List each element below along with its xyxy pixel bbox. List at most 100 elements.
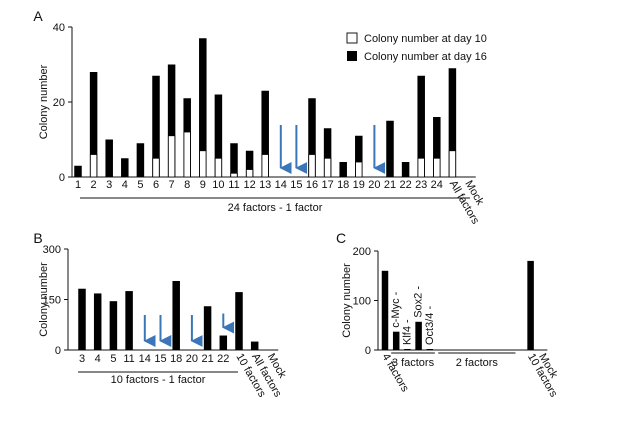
bar-day10 bbox=[355, 161, 363, 178]
category-label: Sox2 - bbox=[413, 286, 425, 318]
bar-day16 bbox=[355, 135, 363, 177]
y-tick-label: 0 bbox=[365, 345, 371, 357]
category-label: 13 bbox=[259, 179, 271, 191]
bar-day16 bbox=[448, 68, 457, 177]
panel-b: B 0 150 300 Colony number 3 4 5 11 14 15 18 20 21 22 10… bbox=[33, 230, 288, 400]
y-axis-title: Colony number bbox=[341, 263, 353, 338]
group-label: 2 factors bbox=[456, 357, 499, 369]
bar-day16 bbox=[417, 75, 425, 177]
bar-day16 bbox=[230, 143, 238, 177]
category-label: 11 bbox=[228, 179, 239, 191]
bar-day10 bbox=[448, 150, 457, 178]
category-label: 17 bbox=[321, 179, 333, 191]
legend-swatch-day10 bbox=[346, 32, 358, 44]
category-label: 3 bbox=[79, 353, 85, 365]
legend-label-day16: Colony number at day 16 bbox=[364, 51, 487, 63]
bar-day10 bbox=[245, 169, 254, 178]
category-label: 8 bbox=[184, 179, 190, 191]
y-tick-label: 150 bbox=[43, 295, 61, 307]
category-label: 9 bbox=[200, 179, 206, 191]
bar bbox=[527, 260, 534, 350]
bar-day10 bbox=[214, 157, 223, 178]
y-axis-title: Colony number bbox=[38, 262, 50, 337]
group-label: 24 factors - 1 factor bbox=[228, 202, 323, 214]
category-label: 21 bbox=[201, 353, 213, 365]
bar-day16 bbox=[214, 94, 223, 177]
bar bbox=[404, 349, 411, 350]
bar-day16 bbox=[121, 158, 129, 177]
bar bbox=[172, 280, 180, 350]
category-label: 16 bbox=[306, 179, 318, 191]
bar-day16 bbox=[199, 38, 207, 177]
bar-day16 bbox=[89, 72, 98, 177]
bar-day10 bbox=[433, 157, 441, 178]
category-label: Klf4 - bbox=[401, 319, 413, 345]
category-label: 4 bbox=[122, 179, 128, 191]
bar-day16 bbox=[339, 162, 347, 177]
y-tick-label: 20 bbox=[53, 97, 65, 109]
bar bbox=[109, 301, 118, 350]
y-tick-label: 300 bbox=[43, 244, 61, 256]
bar-day10 bbox=[183, 131, 191, 178]
category-label: Oct3/4 - bbox=[424, 306, 436, 345]
category-label: 20 bbox=[368, 179, 380, 191]
bar bbox=[235, 292, 243, 350]
bar-day16 bbox=[167, 64, 176, 177]
bar-day16 bbox=[323, 128, 332, 177]
bar bbox=[392, 331, 400, 350]
category-label: c-Myc - bbox=[390, 291, 402, 327]
bar bbox=[381, 270, 389, 350]
bar-day16 bbox=[245, 150, 254, 177]
category-label: 10 bbox=[212, 179, 224, 191]
category-label: 21 bbox=[384, 179, 396, 191]
category-label: 14 bbox=[275, 179, 287, 191]
category-label: 5 bbox=[137, 179, 143, 191]
bar bbox=[426, 349, 434, 350]
category-label: 18 bbox=[337, 179, 349, 191]
legend-label-day10: Colony number at day 10 bbox=[364, 33, 487, 45]
y-tick-label: 200 bbox=[353, 246, 371, 258]
category-label: 22 bbox=[217, 353, 229, 365]
bar-day16 bbox=[433, 117, 441, 177]
category-label: 24 bbox=[431, 179, 443, 191]
y-axis-title: Colony number bbox=[38, 64, 50, 139]
y-tick-label: 40 bbox=[53, 22, 65, 34]
category-label: 14 bbox=[139, 353, 151, 365]
bar-day16 bbox=[386, 120, 394, 177]
bar-day10 bbox=[89, 154, 98, 178]
category-label: 20 bbox=[186, 353, 198, 365]
category-label: 3 bbox=[106, 179, 112, 191]
category-label: 11 bbox=[123, 353, 134, 365]
category-label: 19 bbox=[353, 179, 365, 191]
y-tick-label: 0 bbox=[59, 172, 65, 184]
bar-day16 bbox=[152, 75, 160, 177]
category-label: 15 bbox=[290, 179, 302, 191]
category-label: 2 bbox=[91, 179, 97, 191]
bar-day10 bbox=[417, 157, 425, 178]
bar-day10 bbox=[323, 157, 332, 178]
bar bbox=[78, 288, 86, 350]
bar-day10 bbox=[152, 157, 160, 178]
bar bbox=[93, 293, 102, 350]
group-label: 10 factors - 1 factor bbox=[111, 374, 206, 386]
panel-label-c: C bbox=[336, 230, 346, 246]
category-label: 12 bbox=[243, 179, 255, 191]
bar-day16 bbox=[105, 139, 113, 177]
bar-day10 bbox=[230, 172, 238, 178]
category-label: 7 bbox=[169, 179, 175, 191]
bar-day16 bbox=[136, 143, 145, 177]
category-label: 1 bbox=[75, 179, 81, 191]
bar-day16 bbox=[401, 162, 410, 177]
bar bbox=[125, 291, 133, 350]
bar bbox=[415, 321, 422, 350]
bar-day10 bbox=[199, 150, 207, 178]
bar-day10 bbox=[261, 154, 269, 178]
category-label: 22 bbox=[399, 179, 411, 191]
category-label: 15 bbox=[154, 353, 166, 365]
bar-day16 bbox=[261, 90, 269, 177]
bar-day16 bbox=[74, 165, 82, 177]
category-label: 18 bbox=[170, 353, 182, 365]
category-label: 6 bbox=[153, 179, 159, 191]
